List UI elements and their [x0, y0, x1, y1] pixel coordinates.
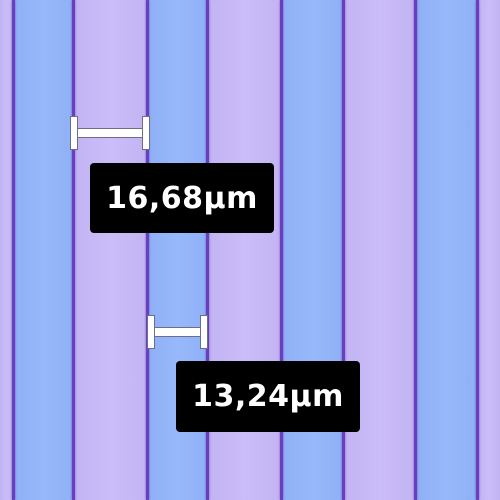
blue-stripe: [14, 0, 74, 500]
stripe-edge: [414, 0, 417, 500]
lilac-stripe: [0, 0, 14, 500]
stripe-edge: [342, 0, 345, 500]
marker-bar: [78, 128, 142, 138]
lilac-stripe: [74, 0, 148, 500]
stripe-edge: [476, 0, 479, 500]
stripe-edge: [206, 0, 209, 500]
marker-right-cap[interactable]: [142, 116, 150, 150]
stripe-edge: [146, 0, 149, 500]
measurement-label-2: 13,24µm: [176, 361, 360, 432]
measurement-marker-1[interactable]: [70, 116, 152, 150]
blue-stripe: [416, 0, 478, 500]
marker-bar: [155, 327, 200, 337]
marker-left-cap[interactable]: [70, 116, 78, 150]
stripe-edge: [72, 0, 75, 500]
marker-left-cap[interactable]: [147, 315, 155, 349]
stripe-edge: [12, 0, 15, 500]
marker-right-cap[interactable]: [200, 315, 208, 349]
measurement-label-1: 16,68µm: [90, 163, 274, 233]
stripe-edge: [280, 0, 283, 500]
measurement-marker-2[interactable]: [147, 315, 210, 349]
lilac-stripe: [478, 0, 500, 500]
